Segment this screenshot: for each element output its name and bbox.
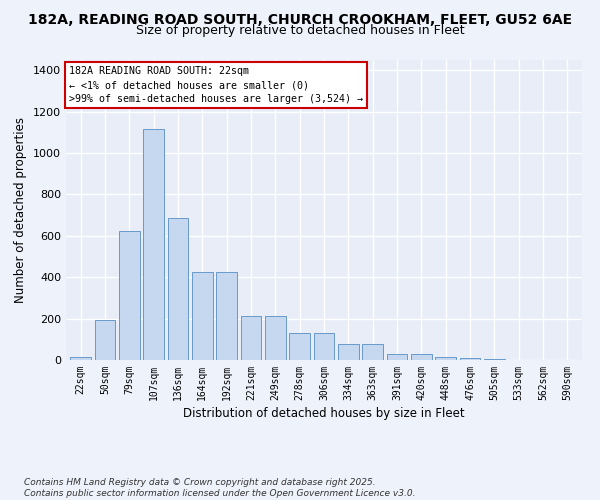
Bar — [338, 344, 359, 360]
Y-axis label: Number of detached properties: Number of detached properties — [14, 117, 28, 303]
Bar — [314, 333, 334, 360]
Bar — [167, 218, 188, 360]
Bar — [289, 333, 310, 360]
Bar — [119, 230, 140, 360]
Bar — [192, 272, 212, 360]
Bar — [265, 316, 286, 360]
Text: Size of property relative to detached houses in Fleet: Size of property relative to detached ho… — [136, 24, 464, 37]
Bar — [241, 316, 262, 360]
Bar — [436, 357, 456, 360]
Bar — [460, 358, 481, 360]
Text: Contains HM Land Registry data © Crown copyright and database right 2025.
Contai: Contains HM Land Registry data © Crown c… — [24, 478, 415, 498]
Bar — [95, 320, 115, 360]
Bar — [386, 354, 407, 360]
Bar — [411, 354, 432, 360]
Bar — [70, 357, 91, 360]
Bar — [484, 359, 505, 360]
Bar — [143, 130, 164, 360]
X-axis label: Distribution of detached houses by size in Fleet: Distribution of detached houses by size … — [183, 407, 465, 420]
Bar — [362, 344, 383, 360]
Bar — [216, 272, 237, 360]
Text: 182A, READING ROAD SOUTH, CHURCH CROOKHAM, FLEET, GU52 6AE: 182A, READING ROAD SOUTH, CHURCH CROOKHA… — [28, 12, 572, 26]
Text: 182A READING ROAD SOUTH: 22sqm
← <1% of detached houses are smaller (0)
>99% of : 182A READING ROAD SOUTH: 22sqm ← <1% of … — [68, 66, 362, 104]
